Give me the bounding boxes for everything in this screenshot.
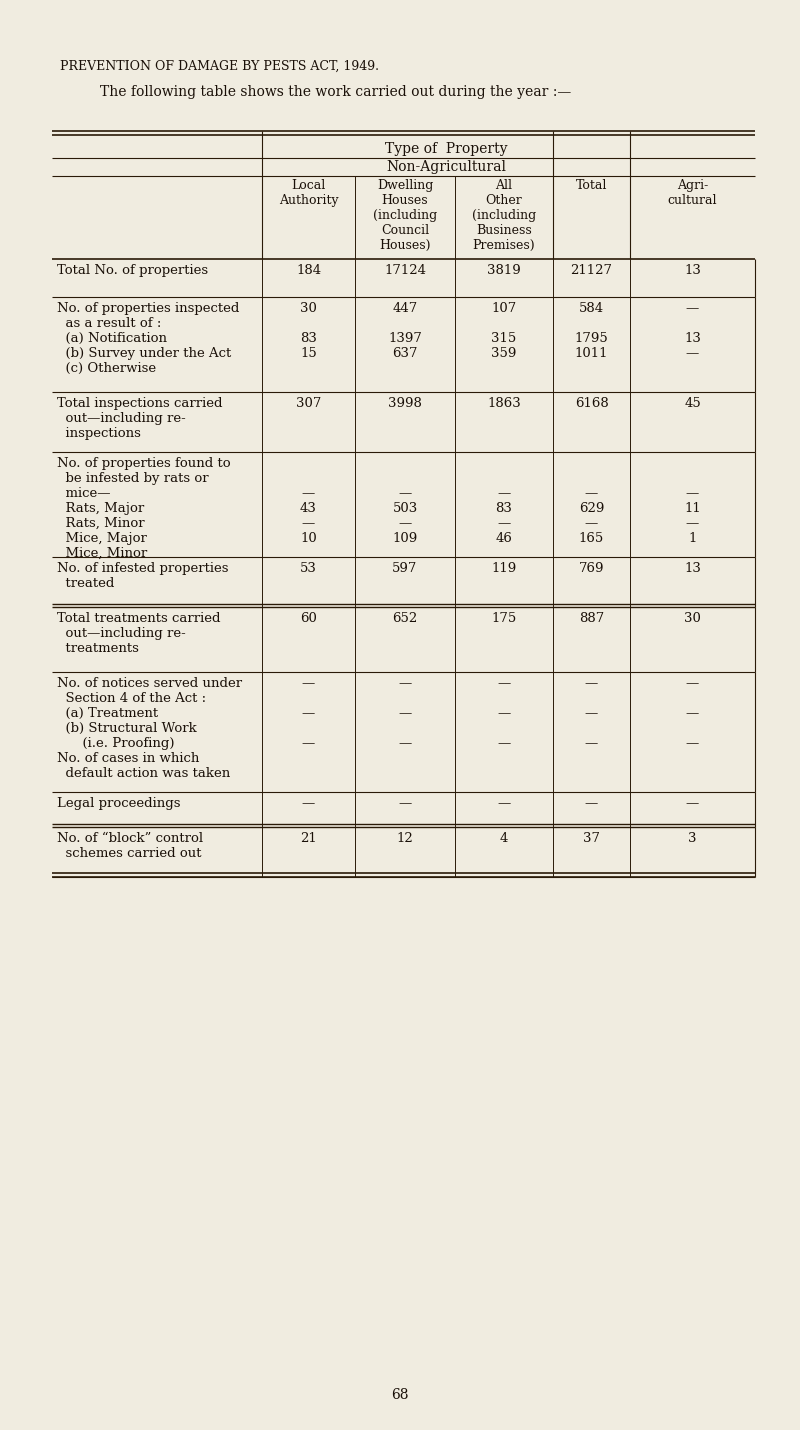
Text: 37: 37 [583, 832, 600, 845]
Text: —
503
—
109: — 503 — 109 [392, 458, 418, 545]
Text: Legal proceedings: Legal proceedings [57, 797, 181, 809]
Text: 21: 21 [300, 832, 317, 845]
Text: The following table shows the work carried out during the year :—: The following table shows the work carri… [100, 84, 571, 99]
Text: —
43
—
10: — 43 — 10 [300, 458, 317, 545]
Text: Type of  Property: Type of Property [385, 142, 507, 156]
Text: 21127: 21127 [570, 265, 613, 277]
Text: PREVENTION OF DAMAGE BY PESTS ACT, 1949.: PREVENTION OF DAMAGE BY PESTS ACT, 1949. [60, 60, 379, 73]
Text: Total: Total [576, 179, 607, 192]
Text: —
83
—
46: — 83 — 46 [495, 458, 513, 545]
Text: —: — [302, 797, 315, 809]
Text: 13: 13 [684, 562, 701, 575]
Text: —

—

—: — — — [498, 676, 510, 749]
Text: Total No. of properties: Total No. of properties [57, 265, 208, 277]
Text: No. of infested properties
  treated: No. of infested properties treated [57, 562, 229, 591]
Text: 17124: 17124 [384, 265, 426, 277]
Text: Local
Authority: Local Authority [278, 179, 338, 207]
Text: Total inspections carried
  out—including re-
  inspections: Total inspections carried out—including … [57, 398, 222, 440]
Text: 597: 597 [392, 562, 418, 575]
Text: All
Other
(including
Business
Premises): All Other (including Business Premises) [472, 179, 536, 252]
Text: 887: 887 [579, 612, 604, 625]
Text: No. of “block” control
  schemes carried out: No. of “block” control schemes carried o… [57, 832, 203, 859]
Text: No. of properties found to
  be infested by rats or
  mice—
  Rats, Major
  Rats: No. of properties found to be infested b… [57, 458, 230, 561]
Text: —: — [398, 797, 412, 809]
Text: No. of properties inspected
  as a result of :
  (a) Notification
  (b) Survey u: No. of properties inspected as a result … [57, 302, 239, 375]
Text: —: — [686, 797, 699, 809]
Text: 584

1795
1011: 584 1795 1011 [574, 302, 608, 360]
Text: 3: 3 [688, 832, 697, 845]
Text: 307: 307 [296, 398, 321, 410]
Text: —
11
—
1: — 11 — 1 [684, 458, 701, 545]
Text: 1863: 1863 [487, 398, 521, 410]
Text: 769: 769 [578, 562, 604, 575]
Text: 175: 175 [491, 612, 517, 625]
Text: 13: 13 [684, 265, 701, 277]
Text: 3819: 3819 [487, 265, 521, 277]
Text: 60: 60 [300, 612, 317, 625]
Text: 30

83
15: 30 83 15 [300, 302, 317, 360]
Text: 30: 30 [684, 612, 701, 625]
Text: No. of notices served under
  Section 4 of the Act :
  (a) Treatment
  (b) Struc: No. of notices served under Section 4 of… [57, 676, 242, 779]
Text: Non-Agricultural: Non-Agricultural [386, 160, 506, 174]
Text: 6168: 6168 [574, 398, 608, 410]
Text: Dwelling
Houses
(including
Council
Houses): Dwelling Houses (including Council House… [373, 179, 437, 252]
Text: 68: 68 [391, 1389, 409, 1401]
Text: —

—

—: — — — [686, 676, 699, 749]
Text: 53: 53 [300, 562, 317, 575]
Text: 119: 119 [491, 562, 517, 575]
Text: —
629
—
165: — 629 — 165 [579, 458, 604, 545]
Text: Total treatments carried
  out—including re-
  treatments: Total treatments carried out—including r… [57, 612, 221, 655]
Text: —

—

—: — — — [302, 676, 315, 749]
Text: —: — [585, 797, 598, 809]
Text: —

13
—: — 13 — [684, 302, 701, 360]
Text: 107

315
359: 107 315 359 [491, 302, 517, 360]
Text: 652: 652 [392, 612, 418, 625]
Text: 45: 45 [684, 398, 701, 410]
Text: 4: 4 [500, 832, 508, 845]
Text: 184: 184 [296, 265, 321, 277]
Text: —

—

—: — — — [585, 676, 598, 749]
Text: 3998: 3998 [388, 398, 422, 410]
Text: Agri-
cultural: Agri- cultural [668, 179, 718, 207]
Text: 12: 12 [397, 832, 414, 845]
Text: 447

1397
637: 447 1397 637 [388, 302, 422, 360]
Text: —: — [498, 797, 510, 809]
Text: —

—

—: — — — [398, 676, 412, 749]
